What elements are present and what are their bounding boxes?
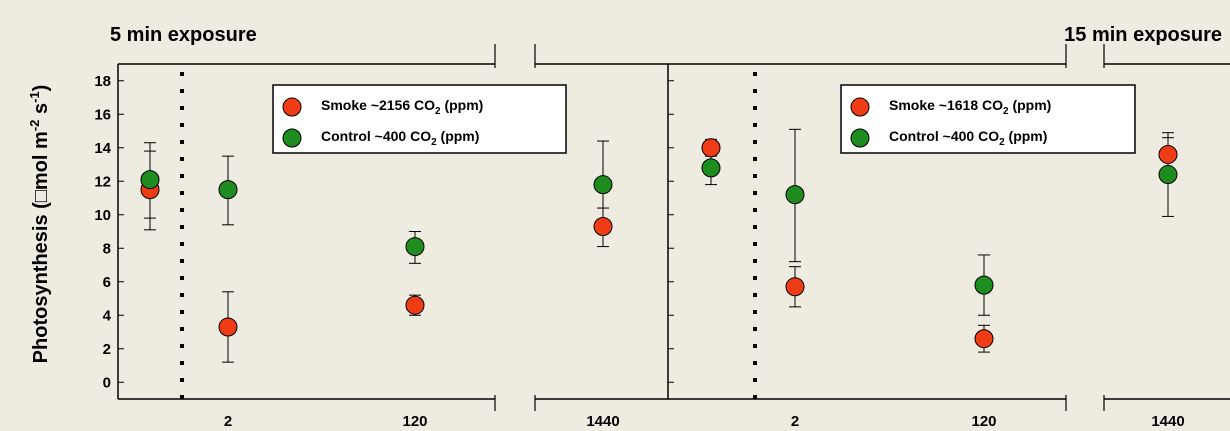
- legend-marker: [282, 128, 302, 148]
- legend-marker: [850, 97, 870, 117]
- control-data-point: [701, 158, 721, 178]
- control-data-point: [785, 185, 805, 205]
- control-data-point: [140, 170, 160, 190]
- legend-box: [840, 84, 1136, 154]
- y-tick-label: 12: [94, 173, 111, 190]
- y-tick-label: 4: [103, 307, 112, 324]
- smoke-data-point: [593, 216, 613, 236]
- control-data-point: [974, 275, 994, 295]
- y-axis-label-unit: mol m: [30, 131, 52, 190]
- y-tick-label: 8: [103, 240, 111, 257]
- panel-2: 2 120 1440 15 min exposure Smoke ~1618 CO2 (…: [667, 24, 1230, 430]
- legend: Smoke ~1618 CO2 (ppm) Control ~400 CO2 (p…: [840, 84, 1136, 154]
- x-tick-label: 1440: [1151, 413, 1184, 430]
- x-tick-label: 2: [224, 413, 232, 430]
- x-tick-label: 120: [971, 413, 996, 430]
- y-axis-label-close: ): [30, 85, 52, 92]
- smoke-data-point: [785, 277, 805, 297]
- legend-label: Control ~400 CO2 (ppm): [321, 128, 479, 148]
- y-axis-label-unit-box: □: [30, 190, 52, 202]
- panel-1: 0 2 4 6 8 10 12 14 16 18 2 120 1440 5 min exposure Smo…: [94, 24, 668, 430]
- y-axis-label: Photosynthesis (□mol m-2 s-1): [27, 85, 52, 364]
- y-tick-label: 16: [94, 106, 111, 123]
- y-tick-label: 0: [103, 374, 111, 391]
- legend-label: Control ~400 CO2 (ppm): [889, 128, 1047, 148]
- y-axis-label-s: s: [30, 103, 52, 120]
- y-axis-label-main: Photosynthesis (: [30, 202, 52, 363]
- control-data-point: [218, 180, 238, 200]
- x-tick-label: 120: [402, 413, 427, 430]
- panel-title: 5 min exposure: [110, 24, 257, 46]
- y-tick-label: 10: [94, 207, 111, 224]
- control-data-point: [405, 237, 425, 257]
- x-tick-label: 2: [791, 413, 799, 430]
- legend: Smoke ~2156 CO2 (ppm) Control ~400 CO2 (p…: [272, 84, 567, 154]
- x-tick-label: 1440: [586, 413, 619, 430]
- panel-title: 15 min exposure: [1064, 24, 1222, 46]
- legend-marker: [282, 97, 302, 117]
- legend-label: Smoke ~2156 CO2 (ppm): [321, 97, 483, 117]
- smoke-data-point: [1158, 144, 1178, 164]
- y-tick-label: 2: [103, 341, 111, 358]
- smoke-data-point: [405, 295, 425, 315]
- legend-marker: [850, 128, 870, 148]
- legend-box: [272, 84, 567, 154]
- control-data-point: [593, 175, 613, 195]
- y-axis-label-exp2: -1: [27, 91, 42, 103]
- legend-label: Smoke ~1618 CO2 (ppm): [889, 97, 1051, 117]
- y-tick-label: 14: [94, 140, 111, 157]
- y-tick-label: 18: [94, 73, 111, 90]
- smoke-data-point: [701, 138, 721, 158]
- smoke-data-point: [218, 317, 238, 337]
- control-data-point: [1158, 165, 1178, 185]
- y-tick-label: 6: [103, 274, 111, 291]
- y-axis-label-exp1: -2: [27, 120, 42, 132]
- smoke-data-point: [974, 329, 994, 349]
